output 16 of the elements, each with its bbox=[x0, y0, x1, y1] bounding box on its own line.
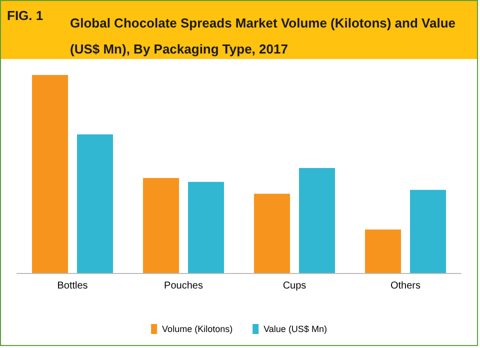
caption: FIG. 1 bbox=[7, 8, 44, 23]
bar bbox=[143, 178, 179, 273]
legend-label: Value (US$ Mn) bbox=[264, 324, 327, 334]
legend-label: Volume (Kilotons) bbox=[162, 324, 233, 334]
bar bbox=[32, 75, 68, 273]
bar bbox=[77, 134, 113, 273]
bar bbox=[299, 168, 335, 273]
x-tick-label: Pouches bbox=[164, 280, 203, 292]
bar bbox=[365, 229, 401, 273]
bar bbox=[254, 194, 290, 273]
bar bbox=[188, 182, 224, 273]
x-tick-label: Bottles bbox=[57, 280, 88, 292]
x-tick-label: Cups bbox=[282, 280, 306, 292]
bar bbox=[410, 190, 446, 273]
x-tick-label: Others bbox=[390, 280, 421, 292]
chart-title: Global Chocolate Spreads Market Volume (Kilotons) and Value (US$ Mn), By Packaging Type, 2017 bbox=[70, 16, 460, 56]
